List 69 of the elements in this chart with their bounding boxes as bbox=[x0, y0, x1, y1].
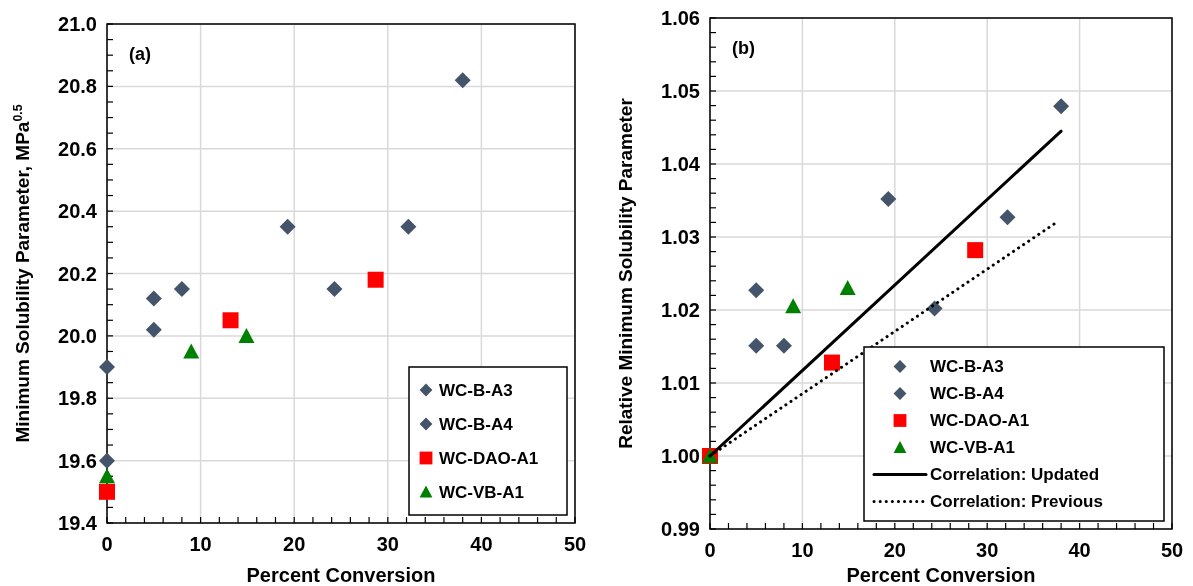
point bbox=[99, 359, 115, 376]
point bbox=[839, 280, 856, 296]
y-tick-label: 1.05 bbox=[661, 80, 700, 102]
x-tick-label: 10 bbox=[791, 539, 814, 561]
point bbox=[454, 72, 471, 89]
x-tick-label: 0 bbox=[704, 539, 716, 561]
y-tick-label: 1.02 bbox=[661, 299, 700, 321]
point bbox=[400, 218, 417, 235]
y-tick-label: 21.0 bbox=[58, 13, 97, 35]
point bbox=[145, 321, 162, 338]
legend-label: WC-VB-A1 bbox=[439, 482, 524, 502]
point bbox=[99, 468, 115, 484]
y-tick-label: 20.8 bbox=[58, 75, 97, 98]
point bbox=[823, 354, 840, 371]
legend-label: Correlation: Updated bbox=[930, 465, 1100, 485]
point bbox=[880, 191, 897, 208]
legend-label: WC-B-A4 bbox=[930, 384, 1005, 404]
point bbox=[238, 327, 255, 343]
x-axis-title: Percent Conversion bbox=[846, 564, 1036, 586]
legend-label: WC-VB-A1 bbox=[930, 438, 1015, 458]
legend-label: WC-DAO-A1 bbox=[930, 411, 1030, 431]
x-tick-label: 40 bbox=[1068, 539, 1091, 561]
y-tick-label: 1.01 bbox=[661, 372, 700, 394]
point bbox=[279, 218, 296, 235]
y-tick-label: 20.0 bbox=[58, 324, 97, 347]
y-tick-label: 19.6 bbox=[58, 449, 97, 472]
y-axis-title: Relative Minimum Solubility Parameter bbox=[615, 97, 636, 449]
annotation: (a) bbox=[129, 44, 151, 64]
y-tick-label: 20.4 bbox=[58, 200, 98, 223]
legend-label: Correlation: Previous bbox=[930, 492, 1103, 512]
point bbox=[326, 281, 343, 298]
y-tick-label: 19.4 bbox=[58, 512, 98, 534]
y-tick-label: 19.8 bbox=[58, 387, 97, 410]
point bbox=[748, 337, 765, 354]
legend-label: WC-DAO-A1 bbox=[439, 448, 539, 468]
point bbox=[145, 290, 162, 307]
point bbox=[183, 343, 200, 359]
legend-label: WC-B-A4 bbox=[439, 414, 514, 434]
x-tick-label: 30 bbox=[976, 539, 999, 561]
x-tick-label: 40 bbox=[470, 533, 493, 555]
point bbox=[785, 298, 802, 314]
point bbox=[99, 452, 115, 469]
x-tick-label: 50 bbox=[1160, 539, 1184, 561]
point bbox=[1053, 98, 1070, 115]
x-tick-label: 20 bbox=[883, 539, 906, 561]
point bbox=[967, 242, 984, 259]
legend-label: WC-B-A3 bbox=[930, 357, 1004, 377]
x-tick-label: 50 bbox=[563, 533, 587, 555]
point bbox=[748, 282, 765, 299]
y-tick-label: 1.00 bbox=[661, 445, 700, 467]
y-tick-label: 20.2 bbox=[58, 262, 97, 285]
point bbox=[99, 483, 115, 500]
y-tick-label: 20.6 bbox=[58, 137, 97, 160]
x-tick-label: 30 bbox=[376, 533, 399, 555]
legend-label: WC-B-A3 bbox=[439, 380, 513, 400]
y-tick-label: 1.04 bbox=[661, 153, 701, 175]
x-tick-label: 10 bbox=[189, 533, 212, 555]
point bbox=[173, 281, 190, 298]
annotation: (b) bbox=[732, 38, 755, 58]
y-tick-label: 1.03 bbox=[661, 226, 700, 248]
point bbox=[775, 337, 792, 354]
x-axis-title: Percent Conversion bbox=[246, 564, 436, 586]
y-tick-label: 1.06 bbox=[661, 7, 700, 29]
point bbox=[222, 312, 239, 329]
x-tick-label: 0 bbox=[101, 533, 113, 555]
point bbox=[999, 209, 1016, 226]
x-tick-label: 20 bbox=[283, 533, 306, 555]
point bbox=[367, 271, 384, 288]
y-tick-label: 0.99 bbox=[661, 518, 700, 540]
